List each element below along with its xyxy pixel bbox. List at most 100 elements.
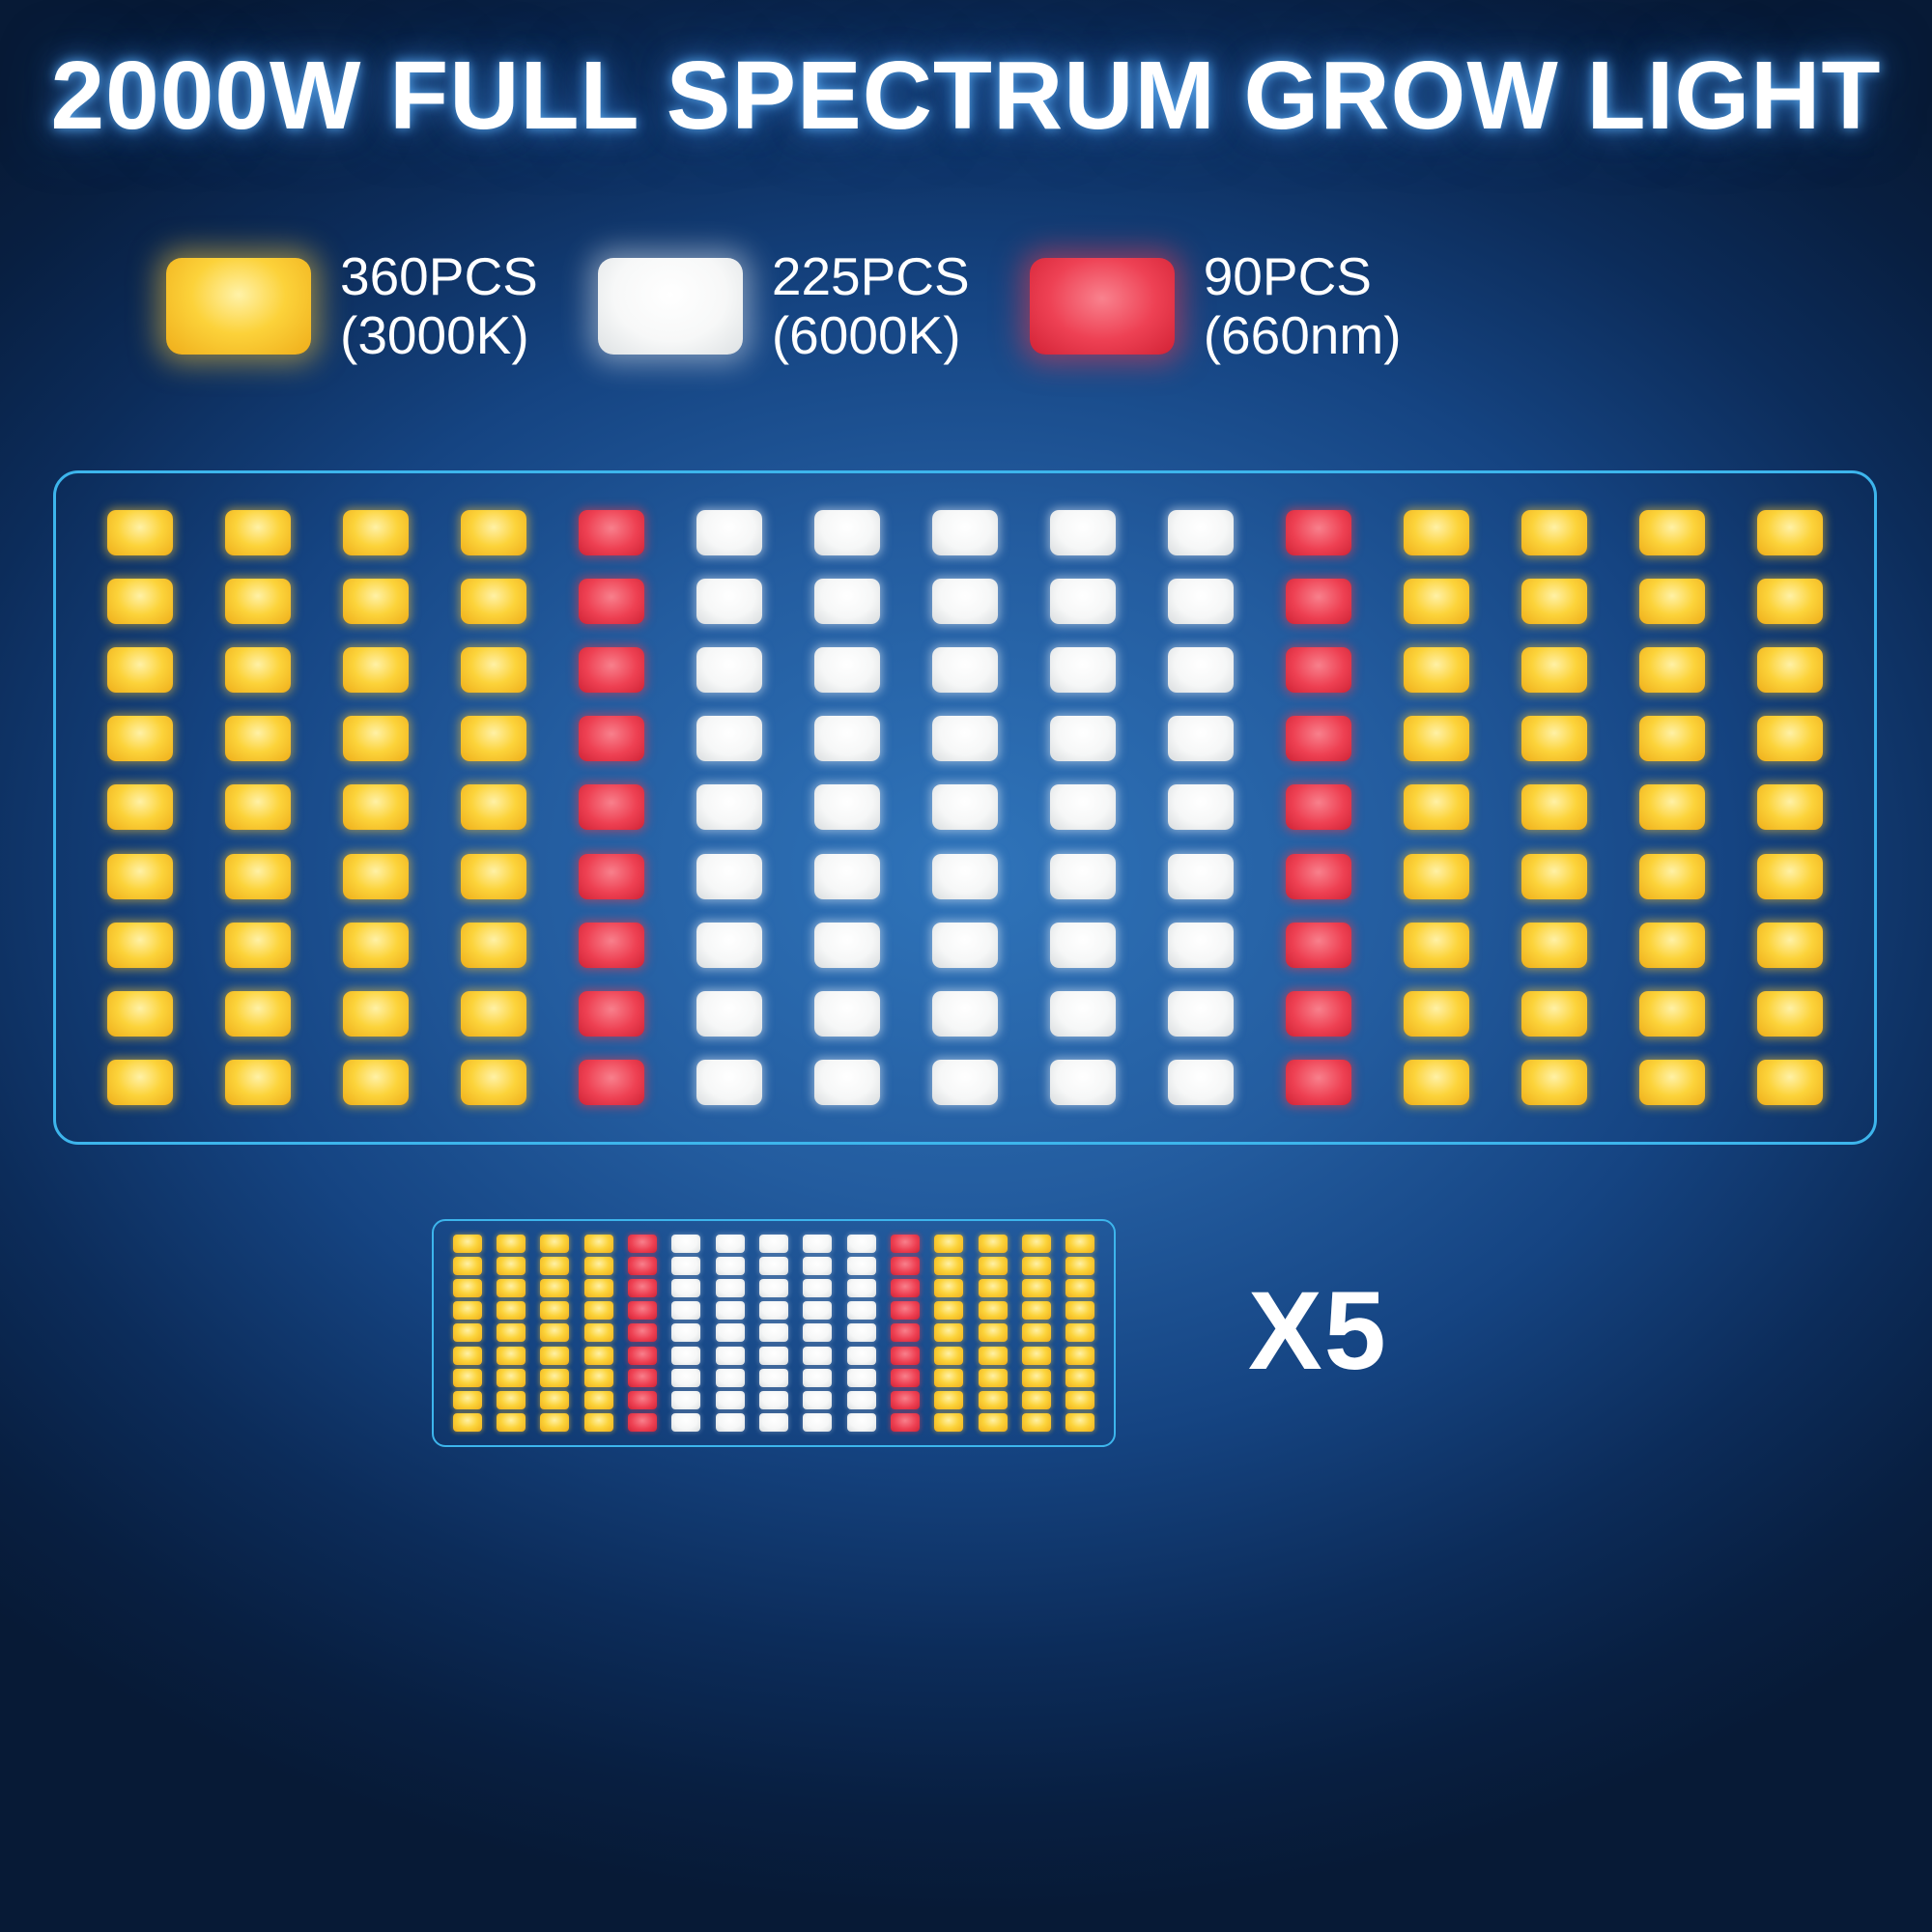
cool-white-led — [715, 1257, 745, 1276]
cool-white-led — [1168, 579, 1234, 625]
warm-white-led — [343, 647, 409, 694]
cool-white-led — [1168, 510, 1234, 556]
warm-white-led — [978, 1412, 1008, 1432]
cool-white-led — [932, 1059, 998, 1105]
warm-white-led — [1521, 853, 1587, 899]
warm-white-led — [540, 1346, 570, 1365]
cool-white-led — [803, 1390, 833, 1409]
warm-white-led — [107, 784, 173, 831]
cool-white-led — [814, 510, 880, 556]
cool-white-led — [814, 647, 880, 694]
warm-white-led — [540, 1390, 570, 1409]
cool-white-led — [715, 1235, 745, 1254]
cool-white-led — [671, 1323, 701, 1343]
warm-white-led — [107, 853, 173, 899]
warm-white-led — [225, 922, 291, 968]
warm-white-led — [1021, 1235, 1051, 1254]
red-led — [890, 1279, 920, 1298]
legend-count: 225PCS — [771, 246, 970, 306]
cool-white-led — [1168, 716, 1234, 762]
cool-white-led — [803, 1368, 833, 1387]
cool-white-led — [758, 1390, 788, 1409]
cool-white-led — [1050, 784, 1116, 831]
warm-white-led — [343, 1059, 409, 1105]
red-led — [627, 1301, 657, 1321]
warm-white-led — [978, 1368, 1008, 1387]
warm-white-led — [583, 1301, 613, 1321]
warm-white-led — [107, 579, 173, 625]
warm-white-led — [583, 1346, 613, 1365]
cool-white-led — [803, 1301, 833, 1321]
warm-white-led — [1404, 510, 1469, 556]
led-grid — [81, 498, 1849, 1117]
warm-white-led — [452, 1235, 482, 1254]
red-led — [627, 1346, 657, 1365]
warm-white-led — [1757, 922, 1823, 968]
warm-white-led — [1404, 579, 1469, 625]
red-led — [1286, 716, 1351, 762]
cool-white-led — [1168, 1059, 1234, 1105]
warm-white-led — [583, 1235, 613, 1254]
cool-white-led — [803, 1257, 833, 1276]
warm-white-led — [1521, 716, 1587, 762]
cool-white-led — [758, 1323, 788, 1343]
cool-white-led — [846, 1235, 876, 1254]
cool-white-led — [932, 990, 998, 1037]
warm-white-led — [1639, 853, 1705, 899]
red-led — [890, 1323, 920, 1343]
red-led — [579, 1059, 644, 1105]
red-led — [1286, 990, 1351, 1037]
legend-item-cool-white: 225PCS (6000K) — [597, 246, 970, 364]
warm-white-led — [1404, 922, 1469, 968]
warm-white-led — [540, 1257, 570, 1276]
cool-white-led-swatch — [597, 257, 743, 355]
cool-white-led — [1050, 990, 1116, 1037]
cool-white-led — [803, 1235, 833, 1254]
warm-white-led — [1521, 647, 1587, 694]
warm-white-led — [1065, 1279, 1095, 1298]
warm-white-led — [107, 1059, 173, 1105]
warm-white-led — [1404, 716, 1469, 762]
warm-white-led — [225, 579, 291, 625]
red-led — [1286, 1059, 1351, 1105]
warm-white-led — [1021, 1279, 1051, 1298]
warm-white-led — [461, 716, 526, 762]
warm-white-led — [225, 853, 291, 899]
warm-white-led — [225, 1059, 291, 1105]
cool-white-led — [814, 1059, 880, 1105]
warm-white-led — [1404, 990, 1469, 1037]
warm-white-led — [461, 510, 526, 556]
warm-white-led — [934, 1346, 964, 1365]
warm-white-led — [1021, 1346, 1051, 1365]
cool-white-led — [932, 853, 998, 899]
cool-white-led — [932, 922, 998, 968]
warm-white-led — [461, 853, 526, 899]
cool-white-led — [696, 716, 762, 762]
cool-white-led — [932, 579, 998, 625]
warm-white-led — [1521, 784, 1587, 831]
warm-white-led — [496, 1368, 526, 1387]
warm-white-led — [978, 1257, 1008, 1276]
cool-white-led — [932, 510, 998, 556]
cool-white-led — [814, 990, 880, 1037]
led-board-panel — [53, 470, 1877, 1145]
warm-white-led — [934, 1257, 964, 1276]
cool-white-led — [671, 1412, 701, 1432]
warm-white-led — [1757, 853, 1823, 899]
cool-white-led — [814, 784, 880, 831]
cool-white-led — [671, 1368, 701, 1387]
red-led — [1286, 853, 1351, 899]
cool-white-led — [671, 1390, 701, 1409]
warm-white-led — [1065, 1235, 1095, 1254]
cool-white-led — [803, 1279, 833, 1298]
warm-white-led — [978, 1279, 1008, 1298]
warm-white-led — [452, 1346, 482, 1365]
cool-white-led — [696, 510, 762, 556]
cool-white-led — [758, 1346, 788, 1365]
warm-white-led — [1065, 1257, 1095, 1276]
warm-white-led-swatch — [166, 257, 311, 355]
warm-white-led — [540, 1301, 570, 1321]
legend-item-deep-red: 90PCS (660nm) — [1029, 247, 1402, 364]
red-led — [579, 510, 644, 556]
warm-white-led — [978, 1235, 1008, 1254]
